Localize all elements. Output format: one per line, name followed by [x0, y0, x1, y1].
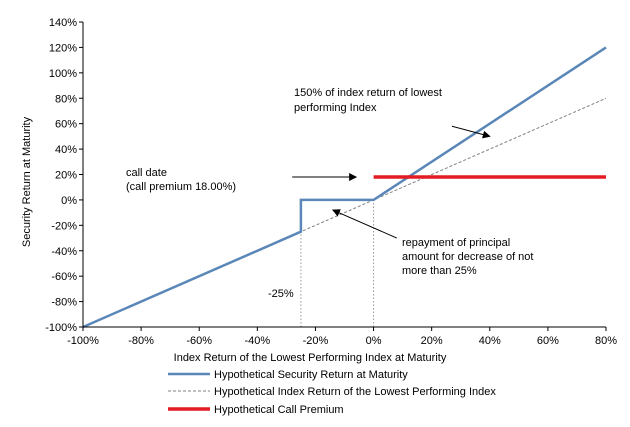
- x-tick-label: 20%: [421, 335, 443, 347]
- annotation-arrow-0: [451, 125, 491, 139]
- annotation-call-date: call date: [126, 167, 167, 179]
- series-line-0: [82, 46, 607, 329]
- x-tick-label: 80%: [595, 335, 617, 347]
- y-tick-label: 100%: [49, 68, 77, 80]
- y-axis-title: Security Return at Maturity: [21, 116, 33, 247]
- y-tick-label: -60%: [51, 271, 77, 283]
- y-tick-label: -40%: [51, 246, 77, 258]
- annotation-repayment: more than 25%: [402, 265, 477, 277]
- x-axis-ticks: -100% -80% -60% -40% -20% 0% 20% 40% 60% 80%: [67, 327, 617, 347]
- x-tick-label: 40%: [479, 335, 501, 347]
- x-tick-label: -80%: [128, 335, 154, 347]
- y-tick-label: 40%: [55, 144, 77, 156]
- y-tick-label: -80%: [51, 297, 77, 309]
- y-tick-label: 60%: [55, 119, 77, 131]
- y-tick-label: 20%: [55, 170, 77, 182]
- reference-lines: [300, 199, 375, 327]
- y-tick-label: 0%: [61, 195, 77, 207]
- y-tick-label: -100%: [45, 322, 77, 334]
- x-tick-label: -40%: [244, 335, 270, 347]
- legend-label-1: Hypothetical Index Return of the Lowest …: [214, 386, 496, 398]
- x-tick-label: -60%: [186, 335, 212, 347]
- annotation-repayment: amount for decrease of not: [402, 251, 533, 263]
- x-axis-title: Index Return of the Lowest Performing In…: [174, 352, 447, 364]
- annotation-repayment: repayment of principal: [402, 237, 510, 249]
- legend-label-0: Hypothetical Security Return at Maturity: [214, 369, 408, 381]
- annotation-call-date: (call premium 18.00%): [126, 181, 236, 193]
- legend: Hypothetical Security Return at Maturity…: [168, 369, 496, 416]
- annotations: 150% of index return of lowest performing…: [126, 87, 533, 300]
- annotation-150pct: 150% of index return of lowest: [294, 87, 442, 99]
- y-axis-ticks: -100% -80% -60% -40% -20% 0% 20% 40% 60% 80% 100% 1…: [45, 17, 83, 334]
- legend-label-2: Hypothetical Call Premium: [214, 404, 344, 416]
- annotation-arrow-2: [331, 209, 398, 239]
- annotation-150pct: performing Index: [294, 102, 377, 114]
- x-tick-label: 0%: [366, 335, 382, 347]
- y-tick-label: 80%: [55, 93, 77, 105]
- y-tick-label: 120%: [49, 42, 77, 54]
- x-tick-label: 60%: [537, 335, 559, 347]
- annotation-minus25: -25%: [268, 288, 294, 300]
- y-tick-label: -20%: [51, 220, 77, 232]
- y-tick-label: 140%: [49, 17, 77, 29]
- x-tick-label: -100%: [67, 335, 99, 347]
- x-tick-label: -20%: [303, 335, 329, 347]
- series-lines: [82, 46, 607, 329]
